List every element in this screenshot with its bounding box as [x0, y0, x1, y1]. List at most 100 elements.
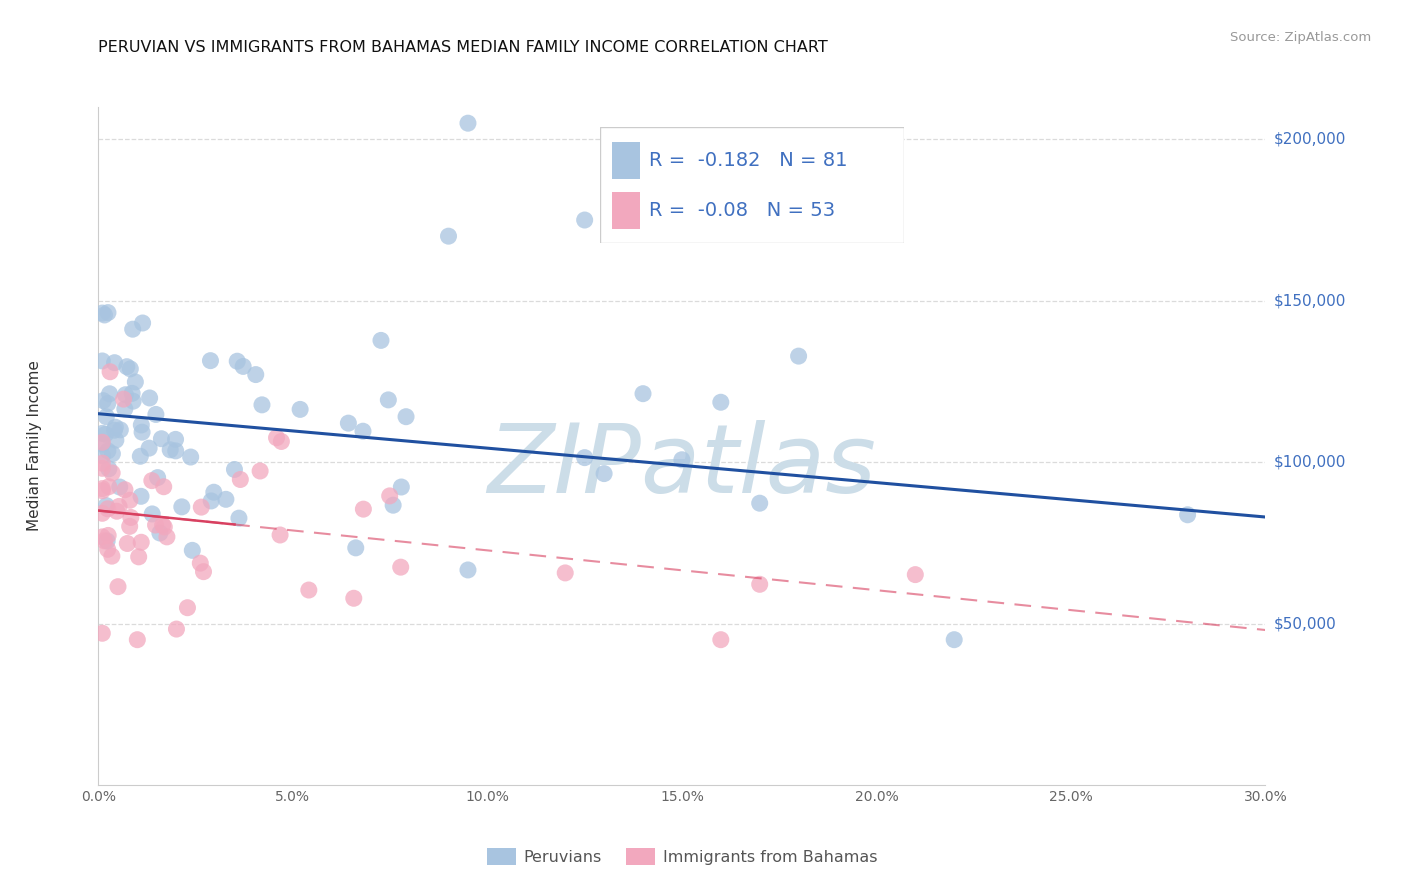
Point	[93, 308, 115, 322]
Point	[105, 504, 128, 518]
Point	[94, 427, 117, 442]
Point	[190, 500, 212, 515]
Text: ZIPatlas: ZIPatlas	[488, 420, 876, 513]
Point	[298, 582, 321, 597]
Point	[593, 467, 616, 481]
Point	[108, 480, 131, 494]
Point	[200, 494, 222, 508]
Point	[344, 541, 367, 555]
Legend: Peruvians, Immigrants from Bahamas: Peruvians, Immigrants from Bahamas	[481, 842, 883, 871]
Bar	[613, 143, 640, 179]
Point	[93, 533, 115, 548]
Point	[710, 632, 733, 647]
Point	[352, 424, 374, 438]
Text: $150,000: $150,000	[1274, 293, 1346, 309]
Text: $200,000: $200,000	[1274, 132, 1346, 147]
Point	[165, 433, 187, 447]
Point	[91, 393, 114, 408]
Point	[97, 396, 120, 410]
Point	[91, 435, 114, 450]
Point	[114, 483, 136, 497]
Point	[91, 626, 114, 640]
Point	[131, 417, 153, 432]
Point	[101, 549, 124, 563]
Point	[96, 409, 118, 424]
Point	[288, 402, 311, 417]
Point	[91, 306, 114, 320]
Point	[554, 566, 576, 580]
Point	[91, 426, 114, 441]
Point	[121, 322, 143, 336]
Text: R =  -0.08   N = 53: R = -0.08 N = 53	[648, 201, 835, 219]
Point	[96, 534, 118, 549]
Point	[343, 591, 366, 606]
Point	[748, 577, 770, 591]
Point	[97, 480, 120, 494]
Point	[229, 473, 252, 487]
Text: Median Family Income: Median Family Income	[27, 360, 42, 532]
Point	[224, 462, 246, 476]
Point	[153, 520, 176, 534]
Point	[91, 482, 114, 496]
Point	[97, 443, 120, 458]
Point	[91, 437, 114, 451]
FancyBboxPatch shape	[600, 128, 904, 243]
Point	[128, 549, 150, 564]
Point	[631, 386, 654, 401]
Point	[269, 528, 291, 542]
Point	[457, 116, 479, 130]
Point	[129, 489, 152, 503]
Point	[378, 489, 401, 503]
Point	[121, 386, 143, 401]
Point	[574, 450, 596, 465]
Point	[115, 359, 138, 374]
Point	[181, 543, 204, 558]
Point	[138, 391, 160, 405]
Point	[112, 392, 135, 406]
Point	[457, 563, 479, 577]
Text: R =  -0.182   N = 81: R = -0.182 N = 81	[648, 152, 848, 170]
Point	[97, 501, 120, 516]
Point	[103, 423, 125, 437]
Point	[337, 416, 360, 430]
Point	[97, 462, 120, 476]
Point	[120, 510, 142, 524]
Point	[118, 519, 141, 533]
Point	[98, 386, 121, 401]
Point	[165, 443, 187, 458]
Point	[131, 425, 153, 439]
Point	[250, 398, 273, 412]
Point	[110, 423, 132, 437]
Point	[149, 526, 172, 541]
Point	[200, 353, 222, 368]
Point	[124, 375, 146, 389]
Point	[138, 441, 160, 455]
Point	[710, 395, 733, 409]
Point	[943, 632, 966, 647]
Point	[131, 316, 153, 330]
Point	[129, 535, 152, 549]
Point	[152, 518, 174, 533]
Point	[202, 485, 225, 500]
Text: Source: ZipAtlas.com: Source: ZipAtlas.com	[1230, 31, 1371, 45]
Point	[226, 354, 249, 368]
Point	[118, 493, 141, 508]
Text: $100,000: $100,000	[1274, 455, 1346, 470]
Point	[129, 450, 152, 464]
Point	[146, 470, 169, 484]
Point	[122, 394, 145, 409]
Point	[145, 408, 167, 422]
Point	[166, 622, 188, 636]
Point	[91, 530, 114, 544]
Point	[141, 507, 163, 521]
Point	[382, 498, 405, 512]
Text: $50,000: $50,000	[1274, 616, 1337, 631]
Point	[671, 452, 693, 467]
Point	[104, 433, 127, 447]
Point	[91, 483, 114, 498]
Point	[107, 580, 129, 594]
Point	[117, 536, 139, 550]
Point	[232, 359, 254, 374]
Point	[574, 213, 596, 227]
Point	[91, 461, 114, 475]
